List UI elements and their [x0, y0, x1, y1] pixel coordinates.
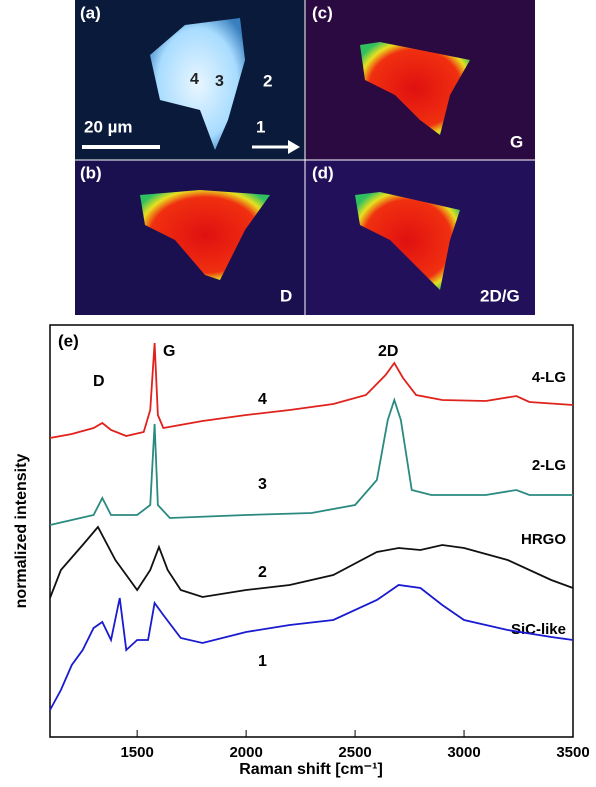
spectrum — [49, 342, 574, 439]
curve-number: 2 — [258, 564, 267, 581]
flake — [355, 192, 460, 290]
y-axis-label: normalized intensity — [13, 454, 30, 609]
image-panels: (a) 4 3 2 1 20 µm (c) G (b) D (d) 2D/G — [75, 0, 535, 315]
point-label: 4 — [190, 71, 199, 88]
spectrum — [49, 584, 574, 711]
flake — [140, 190, 270, 280]
x-tick-label: 2500 — [338, 744, 371, 761]
x-axis-label: Raman shift [cm⁻¹] — [239, 761, 383, 778]
curve-number: 4 — [258, 391, 267, 408]
peak-label: 2D — [378, 343, 398, 360]
legend-label: 4-LG — [532, 369, 566, 386]
curve-number: 1 — [258, 653, 267, 670]
channel-label: G — [510, 132, 523, 151]
peak-label: D — [93, 373, 105, 390]
plot-frame — [49, 324, 574, 738]
point-label: 3 — [215, 73, 224, 90]
panel-label: (a) — [80, 3, 101, 22]
point-label: 2 — [263, 71, 272, 90]
peak-label: G — [163, 343, 175, 360]
flake — [360, 42, 470, 135]
panel-label: (c) — [312, 3, 333, 22]
channel-label: D — [280, 286, 292, 305]
panel-label: (b) — [80, 163, 102, 182]
arrow-head — [288, 140, 300, 154]
x-tick-label: 3000 — [447, 744, 480, 761]
spectrum — [49, 525, 574, 599]
x-tick-label: 3500 — [556, 744, 589, 761]
legend-label: 2-LG — [532, 457, 566, 474]
legend-label: HRGO — [521, 531, 566, 548]
curve-number: 3 — [258, 476, 267, 493]
x-tick-label: 2000 — [229, 744, 262, 761]
x-tick-label: 1500 — [120, 744, 153, 761]
legend-label: SiC-like — [511, 621, 566, 638]
panel-label: (e) — [58, 331, 79, 350]
flake — [150, 18, 245, 150]
scale-label: 20 µm — [84, 117, 133, 136]
point-label: 1 — [256, 117, 265, 136]
channel-label: 2D/G — [480, 286, 520, 305]
panel-label: (d) — [312, 163, 334, 182]
spectrum — [49, 397, 573, 526]
